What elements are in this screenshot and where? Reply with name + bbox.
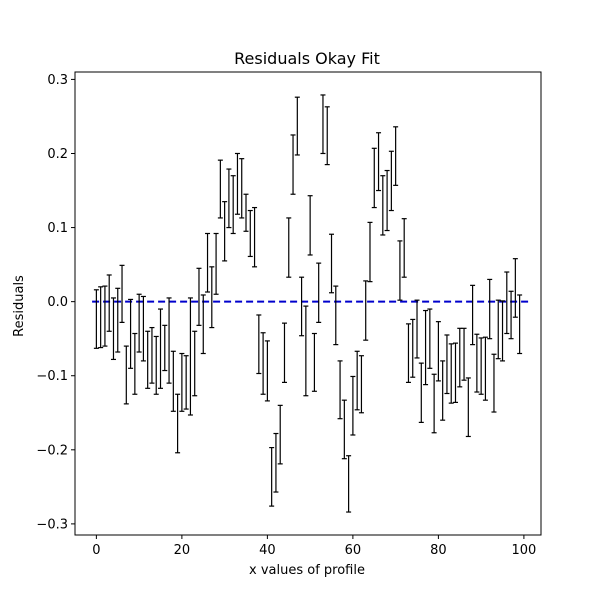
- x-tick-label-5: 100: [511, 543, 536, 558]
- x-axis-label: x values of profile: [249, 563, 365, 578]
- y-tick-label-3: 0.0: [47, 295, 68, 310]
- plot-area: 0 20 40 60 80 100 −0.3 −0.2 −0.1 0.0 0.1 0.2 0.3: [36, 71, 542, 558]
- y-tick-label-4: 0.1: [47, 221, 68, 236]
- chart-title: Residuals Okay Fit: [234, 49, 380, 68]
- y-axis-label: Residuals: [12, 275, 27, 337]
- y-tick-label-5: 0.2: [47, 147, 68, 162]
- y-tick-label-2: −0.1: [36, 369, 68, 384]
- y-tick-label-6: 0.3: [47, 73, 68, 88]
- x-tick-label-2: 40: [259, 543, 276, 558]
- x-tick-label-3: 60: [345, 543, 362, 558]
- x-tick-label-0: 0: [92, 543, 100, 558]
- y-tick-label-1: −0.2: [36, 443, 68, 458]
- plot-frame: [74, 71, 542, 536]
- x-tick-label-4: 80: [430, 543, 447, 558]
- y-tick-label-0: −0.3: [36, 517, 68, 532]
- x-tick-label-1: 20: [174, 543, 191, 558]
